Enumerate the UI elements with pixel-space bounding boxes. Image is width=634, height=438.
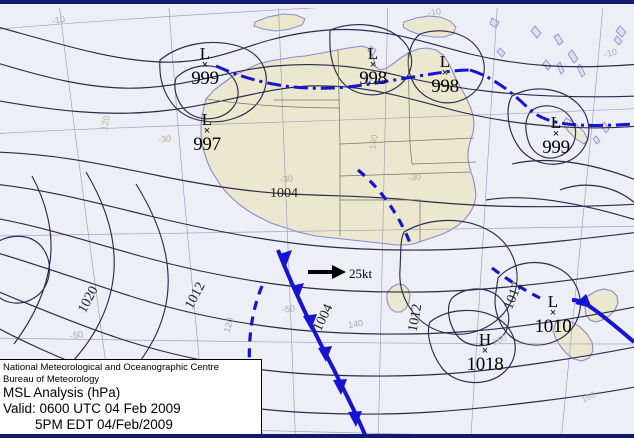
pressure-value: 1010 [534, 316, 572, 337]
trough-tasman-nz [491, 266, 541, 300]
pressure-centre-marker: × [369, 59, 377, 71]
pressure-system-l-999-nw: L × 999 [183, 45, 227, 88]
grid-label-lat: -50 [281, 303, 296, 315]
grid-label-lat: -30 [407, 171, 422, 183]
pressure-centre-marker: × [549, 307, 557, 319]
pressure-value: 998 [431, 76, 459, 97]
valid-time-utc: Valid: 0600 UTC 04 Feb 2009 [3, 401, 181, 416]
cold-front-barbs [280, 250, 362, 427]
pressure-centre-marker: × [201, 59, 209, 71]
pressure-type-letter: L [550, 113, 562, 132]
pressure-type-letter: L [201, 110, 213, 129]
trough-lines [215, 64, 634, 127]
wind-arrow-25kt [308, 265, 346, 279]
analysis-title: MSL Analysis (hPa) [3, 385, 121, 400]
producer-organisation-line2: Bureau of Meteorology [3, 373, 100, 385]
pressure-centre-marker: × [481, 345, 489, 357]
pressure-system-l-999-coral-sea: L × 999 [534, 114, 578, 157]
pressure-value: 999 [191, 68, 219, 89]
isobar-label-1004-central: 1004 [270, 186, 298, 201]
wind-speed-label: 25kt [349, 266, 373, 281]
grid-label-lon: 140 [367, 133, 380, 151]
chart-info-panel: National Meteorological and Oceanographi… [0, 359, 262, 434]
pressure-type-letter: L [367, 44, 379, 63]
valid-time-local: 5PM EDT 04/Feb/2009 [35, 417, 173, 432]
australia-landmass [200, 45, 477, 246]
pressure-value: 998 [359, 68, 387, 89]
cold-front-tasman [571, 294, 634, 344]
pressure-centre-marker: × [203, 125, 211, 137]
pressure-system-h-1018-tasman: H × 1018 [459, 331, 511, 374]
cold-front-barb-tasman [575, 294, 592, 308]
producer-organisation-line1: National Meteorological and Oceanographi… [3, 362, 219, 373]
tasmania-landmass [386, 283, 411, 313]
pressure-value: 997 [193, 134, 221, 155]
pressure-system-l-1010-tasman: L × 1010 [527, 293, 579, 336]
cold-front-southern-ocean [276, 249, 367, 434]
pressure-type-letter: L [547, 292, 559, 311]
pressure-type-letter: H [478, 330, 492, 349]
dashed-troughs [247, 168, 541, 434]
pressure-type-letter: L [439, 52, 451, 71]
state-borders [205, 49, 477, 242]
grid-label-lat: -30 [279, 173, 294, 185]
pressure-value: 999 [542, 137, 570, 158]
trough-se-australia [356, 168, 414, 249]
pressure-centre-marker: × [552, 128, 560, 140]
pressure-system-l-998-qld: L × 998 [423, 53, 467, 96]
grid-label-lat: -10 [427, 6, 442, 18]
monsoon-trough-east [469, 68, 634, 127]
pressure-type-letter: L [199, 44, 211, 63]
pressure-system-l-997-wa: L × 997 [185, 111, 229, 154]
png-landmass [402, 15, 457, 38]
pressure-centre-marker: × [441, 67, 449, 79]
indonesia-west [253, 13, 306, 32]
pressure-system-l-998-nt: L × 998 [351, 45, 395, 88]
pressure-value: 1018 [466, 354, 504, 375]
grid-label-lat: -30 [157, 133, 172, 145]
